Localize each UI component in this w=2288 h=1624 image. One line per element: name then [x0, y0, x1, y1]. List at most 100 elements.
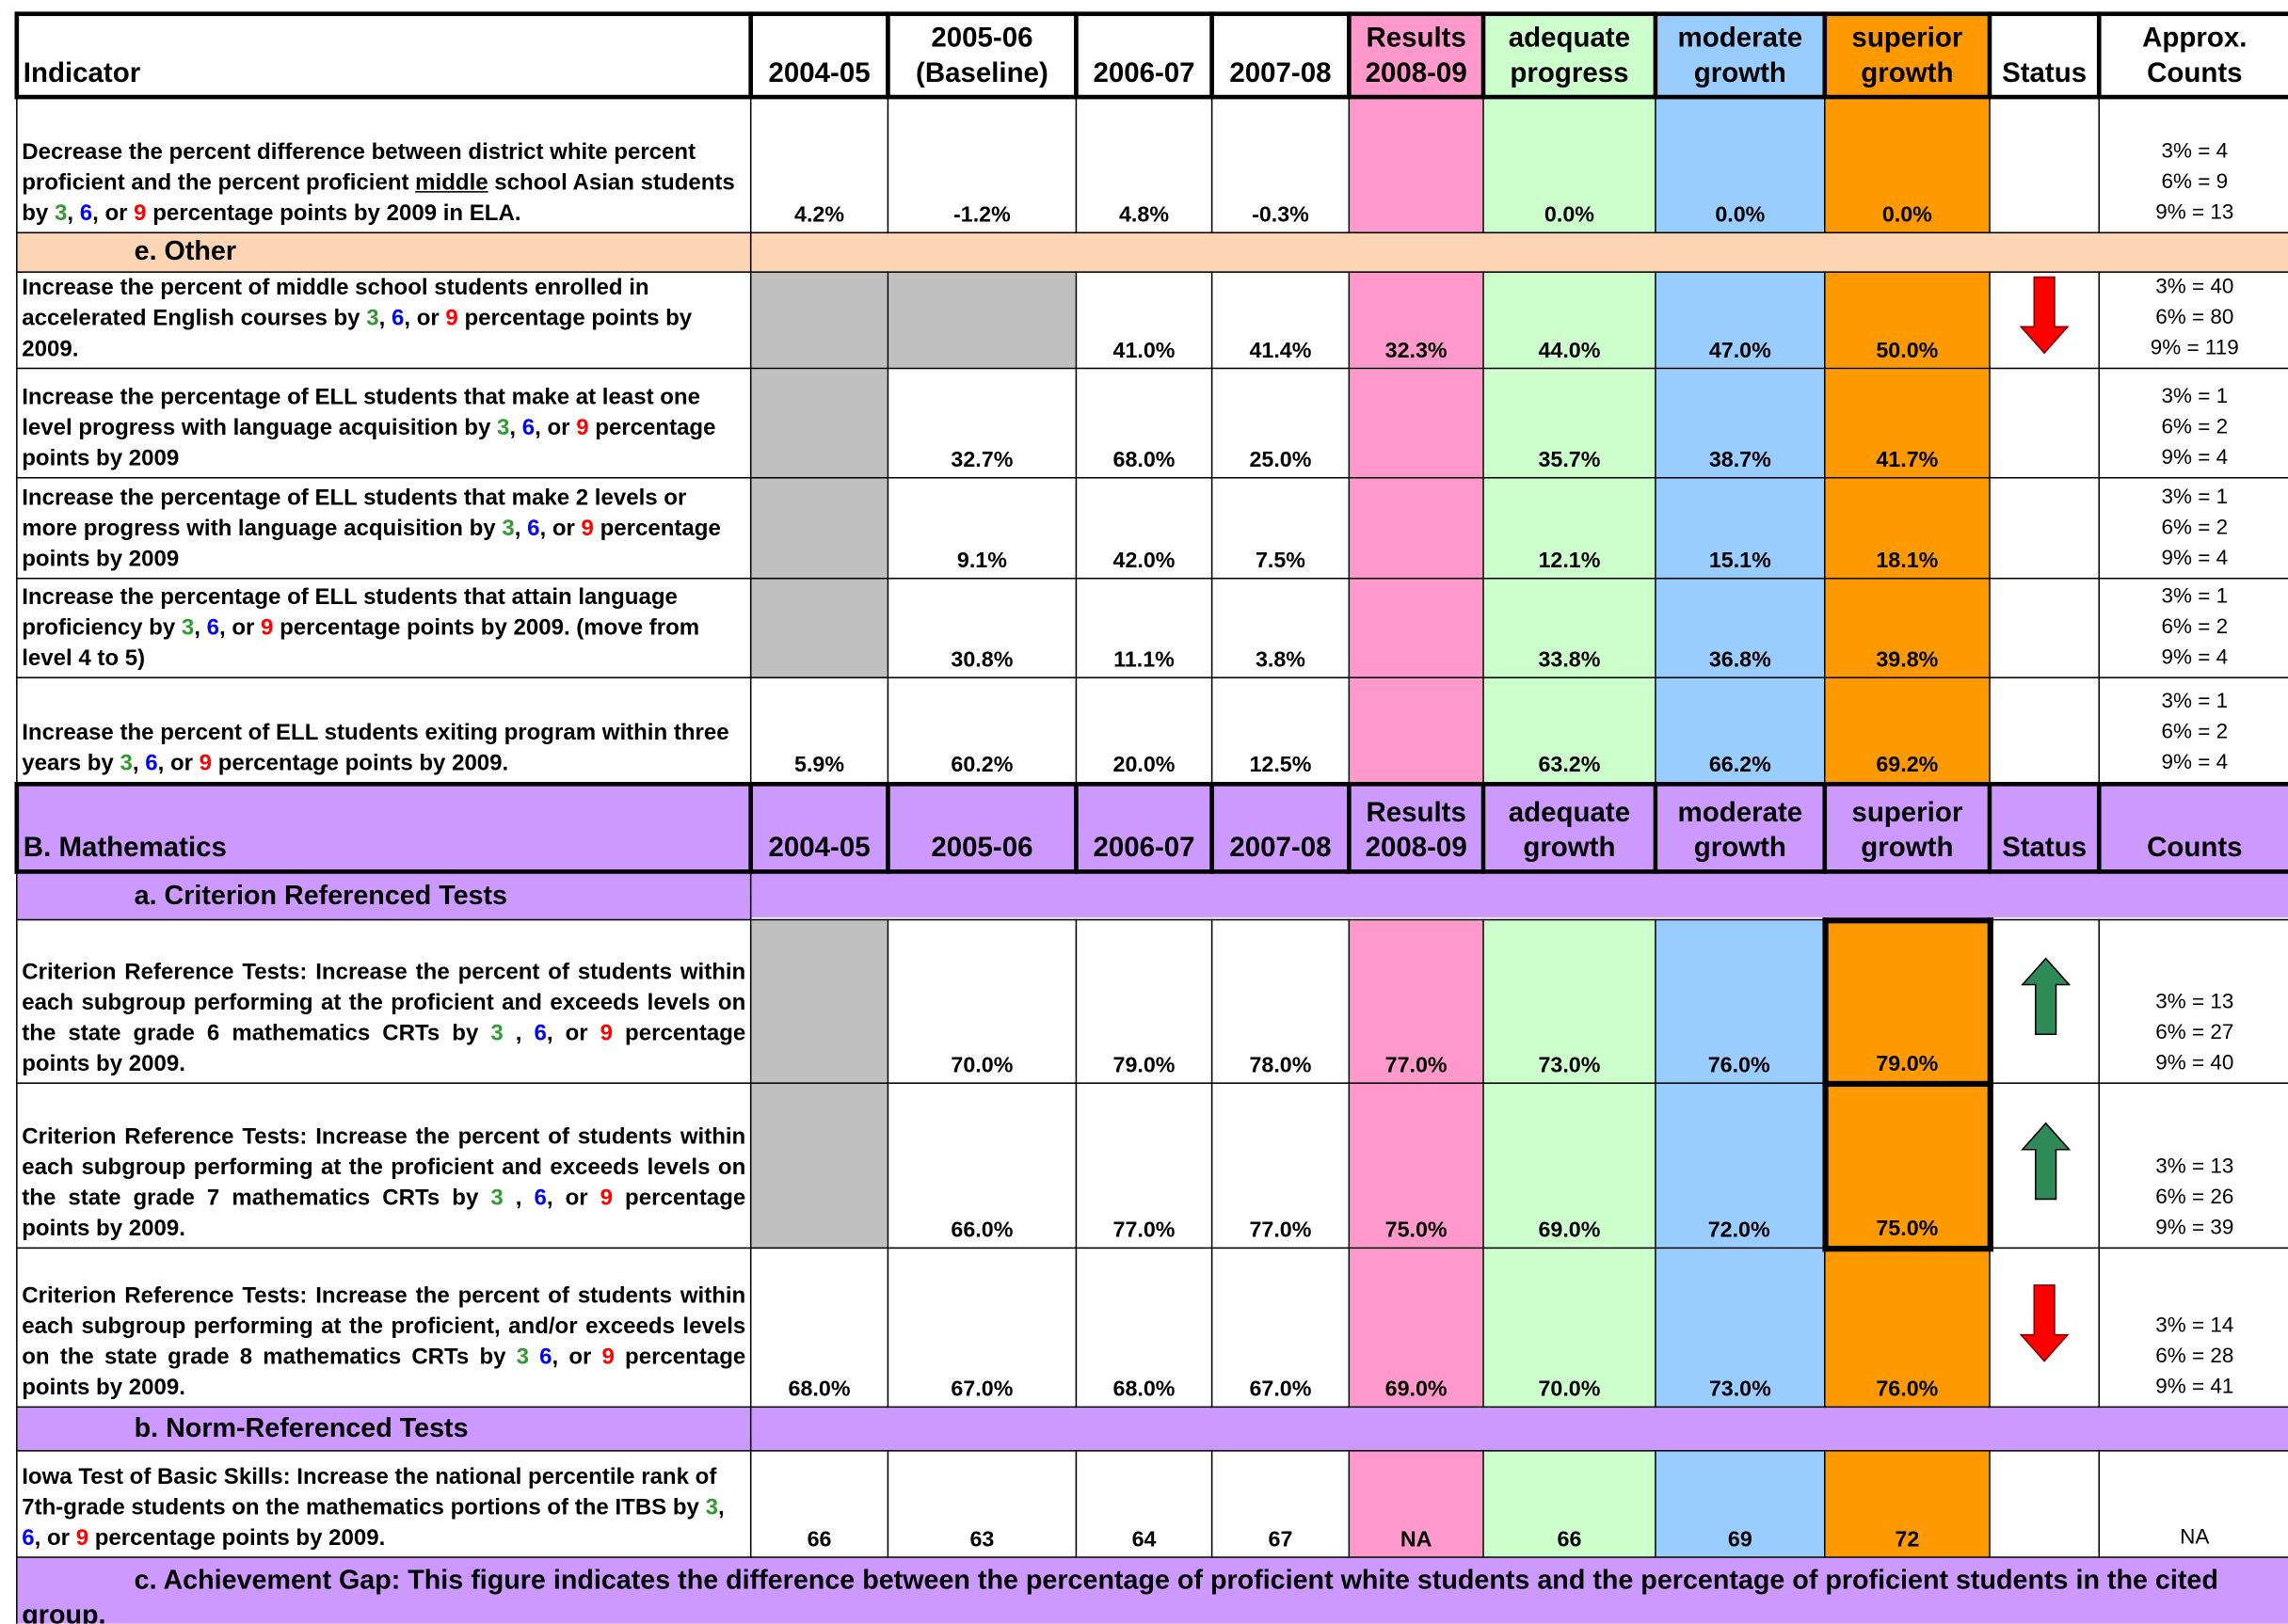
status-up-arrow [2020, 957, 2071, 1036]
indicator-text: 6 [22, 1525, 35, 1552]
indicator-text: , [378, 306, 392, 331]
header-row: B. Mathematics 2004-05 2005-06 2006-07 2007-… [14, 782, 2288, 874]
indicator-text: , or [546, 1186, 600, 1211]
indicator-cell: Criterion Reference Tests: Increase the … [16, 1082, 752, 1250]
value-cell: 41.4% [1210, 271, 1351, 370]
value-cell: 33.8% [1482, 577, 1656, 678]
indicator-text: 6 [527, 516, 540, 542]
indicator-text: 6 [534, 1186, 547, 1211]
value-cell: 32.3% [1348, 271, 1484, 370]
value-cell: 77.0% [1075, 1082, 1213, 1250]
indicator-text: , [514, 516, 528, 542]
empty-cell [887, 271, 1078, 370]
counts-cell: 3% = 1 6% = 2 9% = 4 [2098, 577, 2288, 678]
indicator-text: Increase the percentage of ELL students … [22, 584, 678, 641]
indicator-text: 3 [54, 200, 68, 227]
indicator-text: , or [92, 200, 135, 227]
count-line: NA [2180, 1525, 2210, 1550]
count-line: 6% = 80 [2155, 306, 2234, 330]
value-cell: 69 [1655, 1450, 1826, 1558]
status-cell [1989, 271, 2101, 370]
indicator-text: percentage points by 2009 [22, 415, 716, 471]
count-line: 3% = 1 [2161, 385, 2229, 409]
value-cell: 66.0% [887, 1082, 1078, 1250]
value-cell: 72 [1824, 1450, 1991, 1558]
value-cell: 77.0% [1348, 918, 1484, 1084]
indicator-text: 6 [539, 1345, 552, 1370]
count-line: 6% = 9 [2161, 170, 2229, 195]
value-cell: 15.1% [1655, 476, 1826, 580]
header-cell: 2007-08 [1209, 11, 1352, 100]
table-body: Indicator 2004-05 2005-06 (Baseline) 2006-0… [14, 11, 2288, 1624]
empty-cell [1348, 577, 1484, 678]
indicator-text: 6 [145, 751, 158, 776]
value-cell: 25.0% [1210, 367, 1351, 479]
status-cell [1989, 367, 2101, 479]
indicator-text: school Asian students by [22, 170, 735, 227]
indicator-row: Increase the percentage of ELL students … [16, 367, 2288, 479]
value-cell: 42.0% [1075, 476, 1213, 580]
counts-cell: NA [2098, 1450, 2288, 1558]
count-line: 3% = 14 [2155, 1314, 2234, 1338]
indicator-row: Decrease the percent difference between … [16, 96, 2288, 234]
count-line: 3% = 13 [2155, 990, 2234, 1014]
value-cell: 3.8% [1210, 577, 1351, 678]
value-cell: 63 [887, 1450, 1078, 1558]
count-line: 6% = 2 [2161, 615, 2229, 640]
indicator-text: 9 [600, 1021, 614, 1046]
indicator-text: percentage points by 2009. [88, 1525, 386, 1552]
count-line: 3% = 13 [2155, 1154, 2234, 1179]
section-row: c. Achievement Gap: This figure indicate… [16, 1556, 2288, 1624]
indicator-text: Criterion Reference Tests: Increase the … [22, 960, 746, 1046]
count-line: 3% = 4 [2161, 139, 2229, 164]
value-cell: 68.0% [749, 1247, 889, 1409]
empty-cell [749, 1082, 889, 1250]
value-cell: 36.8% [1655, 577, 1826, 678]
indicator-text: Increase the percentage of ELL students … [22, 385, 700, 441]
empty-cell [749, 367, 889, 479]
value-cell: 68.0% [1075, 1247, 1213, 1409]
empty-cell [749, 577, 889, 678]
indicator-text: percentage points by 2009. [212, 751, 509, 776]
value-cell: 69.2% [1824, 677, 1991, 786]
value-cell: 70.0% [887, 918, 1078, 1084]
value-cell: 35.7% [1482, 367, 1656, 479]
count-line: 6% = 26 [2155, 1186, 2234, 1210]
indicator-text: Criterion Reference Tests: Increase the … [22, 1124, 746, 1211]
count-line: 9% = 4 [2161, 751, 2229, 775]
header-cell: 2004-05 [748, 782, 890, 874]
indicator-text: 3 [502, 516, 515, 542]
indicator-cell: Increase the percent of middle school st… [16, 271, 752, 370]
empty-cell [1348, 476, 1484, 580]
status-cell [1989, 918, 2101, 1084]
indicator-text: , or [539, 516, 582, 542]
counts-cell: 3% = 14 6% = 28 9% = 41 [2098, 1247, 2288, 1409]
header-cell: B. Mathematics [14, 782, 754, 874]
status-cell [1989, 1247, 2101, 1409]
empty-cell [749, 918, 889, 1084]
indicator-row: Increase the percentage of ELL students … [16, 577, 2288, 678]
value-cell: 44.0% [1482, 271, 1656, 370]
indicator-text: , or [535, 415, 577, 441]
header-cell: superior growth [1822, 11, 1992, 100]
indicator-row: Iowa Test of Basic Skills: Increase the … [16, 1450, 2288, 1558]
indicator-text: 9 [601, 1345, 615, 1370]
header-cell: Status [1987, 11, 2102, 100]
value-cell: 60.2% [887, 677, 1078, 786]
indicator-text: 3 [516, 1345, 529, 1370]
indicator-row: Criterion Reference Tests: Increase the … [16, 1080, 2288, 1251]
indicator-text: 9 [75, 1525, 89, 1552]
count-line: 3% = 40 [2155, 276, 2234, 299]
indicator-text: 9 [581, 516, 594, 542]
value-cell: 12.5% [1210, 677, 1351, 786]
value-cell: 67.0% [1210, 1247, 1351, 1409]
value-cell: 12.1% [1482, 476, 1656, 580]
value-cell: 4.2% [749, 96, 889, 234]
value-cell: 4.8% [1075, 96, 1213, 234]
header-cell: 2005-06 [886, 782, 1079, 874]
status-up-arrow [2020, 1121, 2071, 1200]
value-cell: 70.0% [1482, 1247, 1656, 1409]
indicator-text: 9 [576, 415, 589, 441]
